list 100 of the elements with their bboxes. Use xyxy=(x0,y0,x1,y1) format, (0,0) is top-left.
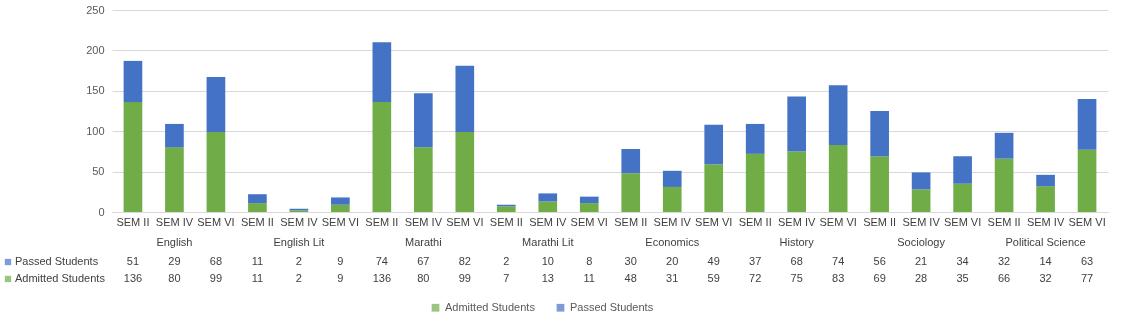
bar xyxy=(953,183,972,212)
x-tick-label: SEM IV xyxy=(653,215,692,228)
x-tick-label: SEM IV xyxy=(529,215,568,228)
bar xyxy=(994,132,1014,159)
x-tick-label: SEM IV xyxy=(778,215,816,228)
data-label: 68 xyxy=(790,255,803,267)
data-label: 83 xyxy=(832,272,845,284)
bar xyxy=(745,123,765,154)
bar xyxy=(579,203,599,212)
data-label: 63 xyxy=(1080,255,1094,267)
data-label: 28 xyxy=(915,272,928,284)
bar xyxy=(870,156,889,212)
text: English Lit xyxy=(273,236,325,248)
bar xyxy=(704,164,724,212)
data-label: 66 xyxy=(997,272,1011,284)
data-label: 136 xyxy=(372,272,392,284)
data-label: 9 xyxy=(337,255,344,267)
data-label: 74 xyxy=(832,255,845,267)
bar xyxy=(787,96,807,152)
x-tick-label: SEM II xyxy=(738,215,772,228)
data-label: 2 xyxy=(503,255,510,267)
x-tick-label: SEM VI xyxy=(943,215,982,228)
bar xyxy=(1077,98,1097,150)
bar xyxy=(206,77,226,133)
bar xyxy=(413,147,433,212)
data-label: 31 xyxy=(666,272,679,284)
bar xyxy=(1036,174,1055,187)
data-label: 21 xyxy=(915,255,928,267)
bar xyxy=(538,201,558,212)
data-label: 56 xyxy=(873,255,886,267)
data-label: 11 xyxy=(583,272,595,284)
x-tick-label: SEM II xyxy=(863,215,897,228)
data-label: 51 xyxy=(126,255,140,267)
bar xyxy=(1077,149,1097,212)
data-label: 67 xyxy=(417,255,430,267)
data-label: 13 xyxy=(541,272,554,284)
data-label: 9 xyxy=(337,272,344,284)
data-label: 99 xyxy=(458,272,471,284)
x-tick-label: SEM II xyxy=(365,215,399,228)
bar xyxy=(621,173,641,212)
x-tick-label: SEM VI xyxy=(197,215,235,228)
bar xyxy=(579,196,599,204)
x-tick-label: SEM IV xyxy=(902,215,941,228)
bar xyxy=(165,147,184,212)
bar xyxy=(828,144,848,212)
text: Marathi xyxy=(404,236,442,248)
data-label: 80 xyxy=(168,272,181,284)
bar xyxy=(123,102,143,212)
x-tick-label: SEM VI xyxy=(321,215,360,228)
bar xyxy=(248,194,267,204)
bar xyxy=(704,124,724,165)
bar xyxy=(413,93,433,148)
y-tick-label: 150 xyxy=(86,84,105,97)
data-label: 82 xyxy=(458,255,471,267)
text: Admitted Students xyxy=(445,300,535,313)
bar xyxy=(123,60,143,103)
data-label: 8 xyxy=(586,255,593,267)
bar xyxy=(372,42,392,103)
data-label: 48 xyxy=(624,272,637,284)
x-tick-label: SEM VI xyxy=(695,215,733,228)
data-label: 2 xyxy=(295,255,302,267)
bar xyxy=(331,197,350,205)
bar xyxy=(248,203,267,212)
bar xyxy=(331,204,350,212)
x-tick-label: SEM VI xyxy=(446,215,484,228)
y-tick-label: 0 xyxy=(98,205,105,218)
bar xyxy=(372,102,392,212)
text: Sociology xyxy=(897,236,946,248)
text: Passed Students xyxy=(570,300,654,313)
y-tick-label: 100 xyxy=(86,124,105,137)
data-label: 30 xyxy=(624,255,637,267)
data-label: 32 xyxy=(1039,272,1052,284)
bar xyxy=(206,132,226,212)
data-label: 20 xyxy=(666,255,679,267)
data-label: 68 xyxy=(209,255,223,267)
bar xyxy=(870,111,889,157)
bar xyxy=(621,148,641,174)
bar xyxy=(662,186,682,212)
bar xyxy=(911,172,931,190)
y-tick-label: 250 xyxy=(86,3,105,16)
data-label: 7 xyxy=(503,272,510,284)
y-tick-label: 200 xyxy=(86,43,105,56)
data-label: 80 xyxy=(417,272,430,284)
x-tick-label: SEM VI xyxy=(819,215,857,228)
y-tick-label: 50 xyxy=(92,165,105,178)
data-label: 10 xyxy=(541,255,554,267)
bar xyxy=(828,85,848,145)
data-label: 49 xyxy=(707,255,720,267)
legend-label: Admitted Students xyxy=(15,272,106,284)
x-tick-label: SEM II xyxy=(489,215,523,228)
data-label: 2 xyxy=(295,272,302,284)
data-label: 136 xyxy=(123,272,143,284)
data-label: 32 xyxy=(997,255,1011,267)
x-tick-label: SEM IV xyxy=(155,215,194,228)
x-tick-label: SEM II xyxy=(240,215,274,228)
x-tick-label: SEM II xyxy=(614,215,648,228)
bar xyxy=(994,158,1014,212)
text: Economics xyxy=(645,236,700,248)
x-tick-label: SEM VI xyxy=(570,215,608,228)
data-label: 75 xyxy=(790,272,803,284)
